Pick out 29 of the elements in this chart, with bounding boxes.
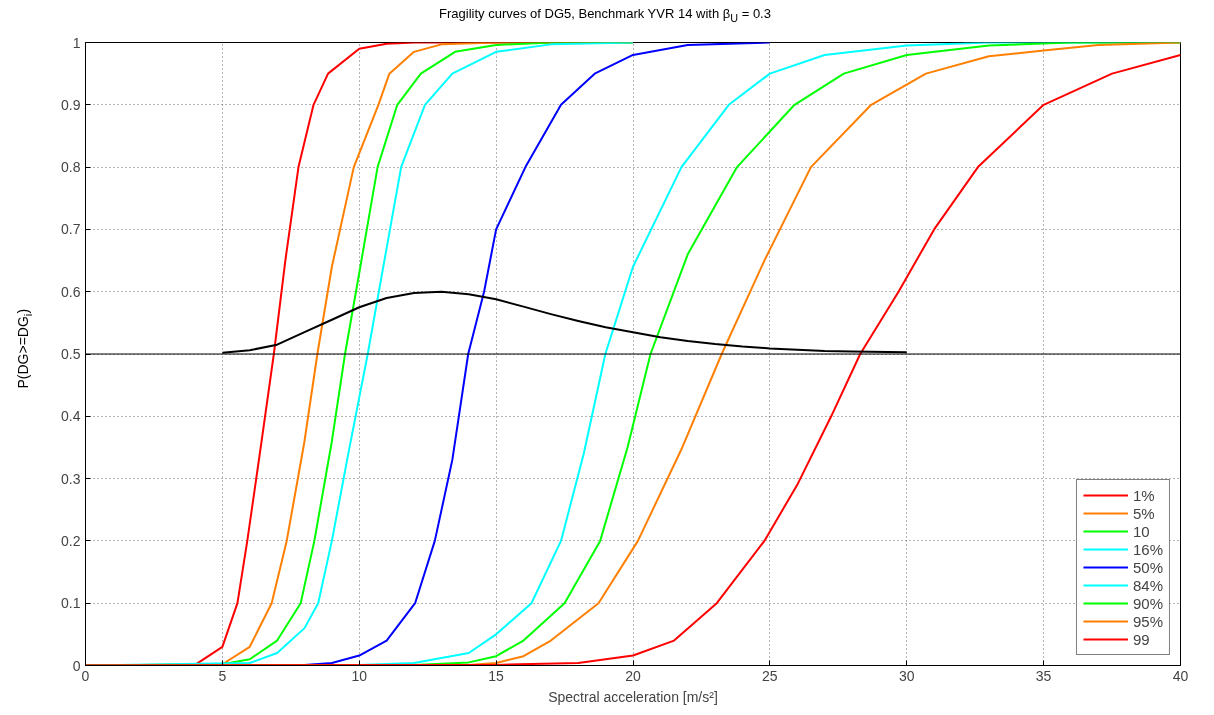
legend-label: 90% xyxy=(1132,594,1163,612)
x-axis-title: Spectral acceleration [m/s²] xyxy=(548,688,718,705)
x-tick-label: 25 xyxy=(762,667,778,684)
x-tick-label: 35 xyxy=(1035,667,1052,684)
x-tick-label: 30 xyxy=(898,667,915,684)
legend-label: 84% xyxy=(1132,576,1163,594)
x-tick-label: 15 xyxy=(488,667,505,684)
legend-label: 5% xyxy=(1132,504,1155,522)
y-tick-label: 0.9 xyxy=(61,96,81,113)
y-tick-label: 0.6 xyxy=(61,283,81,300)
x-tick-label: 40 xyxy=(1172,667,1189,684)
legend-label: 50% xyxy=(1132,558,1163,576)
y-tick-label: 0.1 xyxy=(61,595,81,612)
legend-label: 95% xyxy=(1132,612,1163,630)
chart-title: Fragility curves of DG5, Benchmark YVR 14 with β$_{U}$ = 0.3 xyxy=(439,5,771,26)
legend-label: 1% xyxy=(1132,486,1155,504)
y-tick-label: 0.7 xyxy=(61,221,81,238)
y-tick-label: 0.3 xyxy=(61,470,81,487)
y-tick-label: 0.2 xyxy=(61,532,81,549)
x-tick-label: 10 xyxy=(351,667,368,684)
legend-label: 99 xyxy=(1132,630,1151,648)
x-tick-label: 5 xyxy=(218,667,227,684)
y-tick-label: 0.5 xyxy=(61,346,81,362)
y-tick-label: 0.4 xyxy=(61,408,81,425)
y-tick-label: 1 xyxy=(72,34,81,51)
legend-label: 10 xyxy=(1132,522,1151,540)
legend-label: 16% xyxy=(1132,540,1163,558)
y-tick-label: 0.8 xyxy=(61,159,81,176)
x-tick-label: 20 xyxy=(625,667,641,684)
